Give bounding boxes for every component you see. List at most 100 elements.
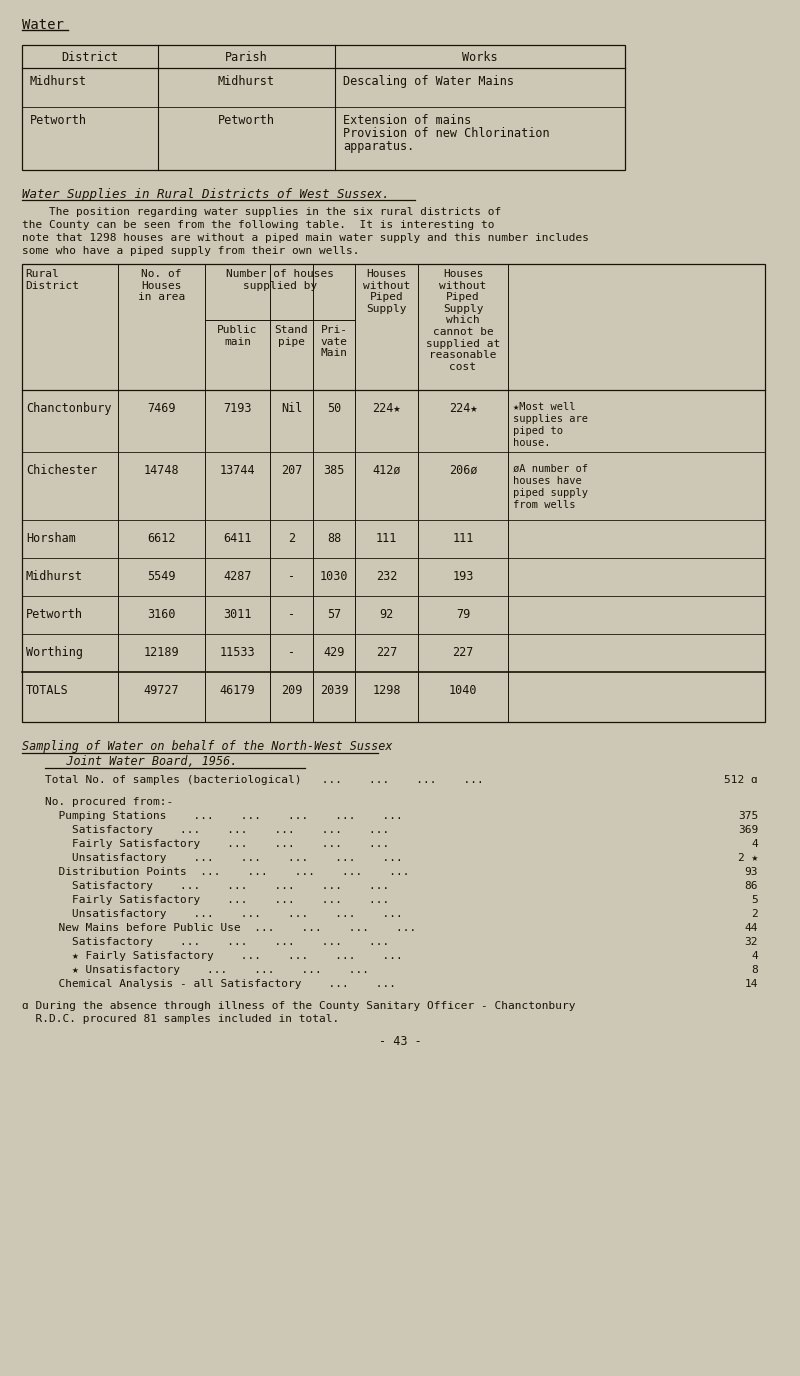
Text: 92: 92 bbox=[379, 608, 394, 621]
Text: piped to: piped to bbox=[513, 427, 563, 436]
Text: No. of
Houses
in area: No. of Houses in area bbox=[138, 268, 185, 303]
Text: Fairly Satisfactory    ...    ...    ...    ...: Fairly Satisfactory ... ... ... ... bbox=[45, 839, 390, 849]
Text: 49727: 49727 bbox=[144, 684, 179, 698]
Text: 7469: 7469 bbox=[147, 402, 176, 416]
Text: R.D.C. procured 81 samples included in total.: R.D.C. procured 81 samples included in t… bbox=[22, 1014, 339, 1024]
Text: 111: 111 bbox=[376, 533, 397, 545]
Text: the County can be seen from the following table.  It is interesting to: the County can be seen from the followin… bbox=[22, 220, 494, 230]
Text: from wells: from wells bbox=[513, 499, 575, 510]
Text: 79: 79 bbox=[456, 608, 470, 621]
Text: 4287: 4287 bbox=[223, 570, 252, 583]
Text: 13744: 13744 bbox=[220, 464, 255, 477]
Text: 209: 209 bbox=[281, 684, 302, 698]
Text: Satisfactory    ...    ...    ...    ...    ...: Satisfactory ... ... ... ... ... bbox=[45, 826, 390, 835]
Text: The position regarding water supplies in the six rural districts of: The position regarding water supplies in… bbox=[22, 206, 502, 217]
Text: No. procured from:-: No. procured from:- bbox=[45, 797, 174, 806]
Text: Descaling of Water Mains: Descaling of Water Mains bbox=[343, 76, 514, 88]
Text: Midhurst: Midhurst bbox=[26, 570, 83, 583]
Text: 2 ★: 2 ★ bbox=[738, 853, 758, 863]
Text: 369: 369 bbox=[738, 826, 758, 835]
Text: 4: 4 bbox=[751, 951, 758, 960]
Text: -: - bbox=[288, 570, 295, 583]
Text: Fairly Satisfactory    ...    ...    ...    ...: Fairly Satisfactory ... ... ... ... bbox=[45, 894, 390, 905]
Text: 512 ɑ: 512 ɑ bbox=[724, 775, 758, 784]
Text: Water: Water bbox=[22, 18, 64, 32]
Text: 50: 50 bbox=[327, 402, 341, 416]
Text: Pri-
vate
Main: Pri- vate Main bbox=[321, 325, 347, 358]
Text: 385: 385 bbox=[323, 464, 345, 477]
Text: øA number of: øA number of bbox=[513, 464, 588, 473]
Text: Total No. of samples (bacteriological)   ...    ...    ...    ...: Total No. of samples (bacteriological) .… bbox=[45, 775, 484, 784]
Text: 227: 227 bbox=[376, 645, 397, 659]
Text: Public
main: Public main bbox=[218, 325, 258, 347]
Text: Water Supplies in Rural Districts of West Sussex.: Water Supplies in Rural Districts of Wes… bbox=[22, 189, 390, 201]
Text: Houses
without
Piped
Supply: Houses without Piped Supply bbox=[363, 268, 410, 314]
Text: ɑ During the absence through illness of the County Sanitary Officer - Chanctonbu: ɑ During the absence through illness of … bbox=[22, 1000, 575, 1011]
Text: 12189: 12189 bbox=[144, 645, 179, 659]
Text: ★Most well: ★Most well bbox=[513, 402, 575, 411]
Text: 2: 2 bbox=[288, 533, 295, 545]
Text: 14748: 14748 bbox=[144, 464, 179, 477]
Text: Chemical Analysis - all Satisfactory    ...    ...: Chemical Analysis - all Satisfactory ...… bbox=[45, 978, 396, 989]
Text: 86: 86 bbox=[745, 881, 758, 892]
Text: supplies are: supplies are bbox=[513, 414, 588, 424]
Text: Chanctonbury: Chanctonbury bbox=[26, 402, 111, 416]
Text: 227: 227 bbox=[452, 645, 474, 659]
Text: 232: 232 bbox=[376, 570, 397, 583]
Text: Nil: Nil bbox=[281, 402, 302, 416]
Text: 5: 5 bbox=[751, 894, 758, 905]
Text: ★ Unsatisfactory    ...    ...    ...    ...: ★ Unsatisfactory ... ... ... ... bbox=[45, 965, 369, 976]
Text: 6411: 6411 bbox=[223, 533, 252, 545]
Text: 11533: 11533 bbox=[220, 645, 255, 659]
Text: 3160: 3160 bbox=[147, 608, 176, 621]
Text: Parish: Parish bbox=[225, 51, 268, 65]
Text: 88: 88 bbox=[327, 533, 341, 545]
Text: Chichester: Chichester bbox=[26, 464, 98, 477]
Text: 412ø: 412ø bbox=[372, 464, 401, 477]
Text: Provision of new Chlorination: Provision of new Chlorination bbox=[343, 127, 550, 140]
Text: houses have: houses have bbox=[513, 476, 582, 486]
Text: 44: 44 bbox=[745, 923, 758, 933]
Text: house.: house. bbox=[513, 438, 550, 449]
Text: Horsham: Horsham bbox=[26, 533, 76, 545]
Text: Extension of mains: Extension of mains bbox=[343, 114, 471, 127]
Text: some who have a piped supply from their own wells.: some who have a piped supply from their … bbox=[22, 246, 359, 256]
Text: 375: 375 bbox=[738, 810, 758, 821]
Text: Stand
pipe: Stand pipe bbox=[274, 325, 308, 347]
Text: 193: 193 bbox=[452, 570, 474, 583]
Text: 224★: 224★ bbox=[372, 402, 401, 416]
Text: 14: 14 bbox=[745, 978, 758, 989]
Text: 8: 8 bbox=[751, 965, 758, 976]
Text: 1298: 1298 bbox=[372, 684, 401, 698]
Text: 7193: 7193 bbox=[223, 402, 252, 416]
Text: Rural
District: Rural District bbox=[25, 268, 79, 290]
Text: Petworth: Petworth bbox=[30, 114, 87, 127]
Text: Worthing: Worthing bbox=[26, 645, 83, 659]
Text: Distribution Points  ...    ...    ...    ...    ...: Distribution Points ... ... ... ... ... bbox=[45, 867, 410, 877]
Text: Unsatisfactory    ...    ...    ...    ...    ...: Unsatisfactory ... ... ... ... ... bbox=[45, 910, 402, 919]
Text: District: District bbox=[62, 51, 118, 65]
Text: Unsatisfactory    ...    ...    ...    ...    ...: Unsatisfactory ... ... ... ... ... bbox=[45, 853, 402, 863]
Text: Midhurst: Midhurst bbox=[218, 76, 275, 88]
Text: 1040: 1040 bbox=[449, 684, 478, 698]
Text: -: - bbox=[288, 608, 295, 621]
Text: 46179: 46179 bbox=[220, 684, 255, 698]
Text: Pumping Stations    ...    ...    ...    ...    ...: Pumping Stations ... ... ... ... ... bbox=[45, 810, 402, 821]
Text: piped supply: piped supply bbox=[513, 488, 588, 498]
Text: Houses
without
Piped
Supply
which
cannot be
supplied at
reasonable
cost: Houses without Piped Supply which cannot… bbox=[426, 268, 500, 372]
Text: 57: 57 bbox=[327, 608, 341, 621]
Text: Petworth: Petworth bbox=[218, 114, 275, 127]
Text: ★ Fairly Satisfactory    ...    ...    ...    ...: ★ Fairly Satisfactory ... ... ... ... bbox=[45, 951, 402, 960]
Text: 429: 429 bbox=[323, 645, 345, 659]
Bar bbox=[22, 264, 765, 722]
Bar bbox=[22, 45, 625, 171]
Text: 2: 2 bbox=[751, 910, 758, 919]
Text: - 43 -: - 43 - bbox=[378, 1035, 422, 1049]
Text: Works: Works bbox=[462, 51, 498, 65]
Text: 206ø: 206ø bbox=[449, 464, 478, 477]
Text: 6612: 6612 bbox=[147, 533, 176, 545]
Text: 3011: 3011 bbox=[223, 608, 252, 621]
Text: Joint Water Board, 1956.: Joint Water Board, 1956. bbox=[45, 755, 238, 768]
Text: 5549: 5549 bbox=[147, 570, 176, 583]
Text: 207: 207 bbox=[281, 464, 302, 477]
